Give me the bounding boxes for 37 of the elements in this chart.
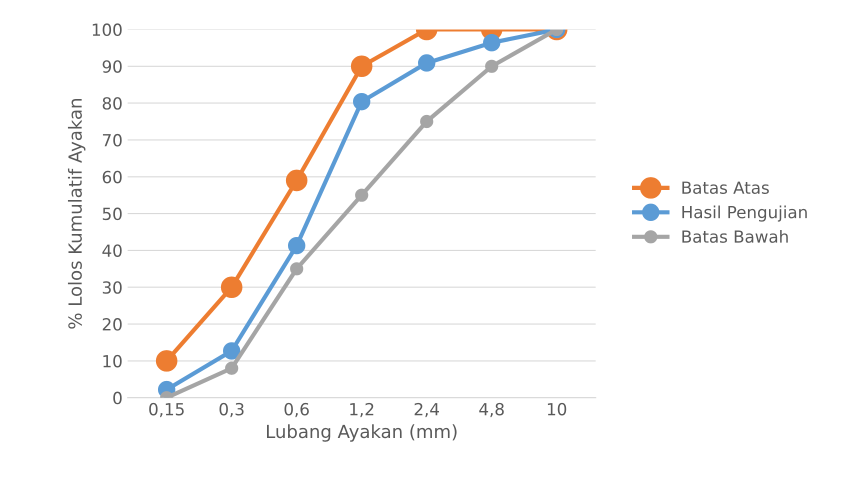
point [355,188,368,202]
y-tick-label: 90 [102,60,122,73]
x-tick-label: 2,4 [414,402,439,418]
y-tick-label: 100 [92,23,122,36]
point [352,92,370,110]
point [220,276,242,298]
legend-label: Hasil Pengujian [682,206,807,222]
x-tick-label: 4,8 [479,402,504,418]
x-tick-label: 0,6 [284,402,309,418]
x-tick-label: 0,15 [149,402,184,418]
y-tick-label: 80 [102,97,122,110]
legend-label: Batas Bawah [682,230,788,243]
point [418,54,436,72]
y-tick-label: 60 [102,170,122,184]
y-tick-label: 70 [102,134,122,147]
point [156,350,178,372]
y-axis-title: % Lolos Kumulatif Ayakan [68,99,86,329]
y-tick-label: 30 [102,281,122,294]
point [225,362,238,375]
point [288,236,306,254]
y-tick-label: 20 [102,318,122,331]
x-tick-label: 10 [548,402,566,416]
x-tick-label: 0,3 [220,402,244,418]
point [290,262,304,276]
legend-label: Batas Atas [682,182,769,194]
point [420,114,434,128]
point [350,56,372,78]
point [286,170,308,192]
point [483,34,500,52]
y-tick-label: 50 [102,208,122,220]
x-axis-title: Lubang Ayakan (mm) [267,424,457,442]
point [222,342,240,360]
y-tick-label: 40 [102,244,122,257]
y-tick-label: 10 [103,354,122,368]
x-tick-label: 1,2 [350,402,374,418]
point [485,60,498,73]
y-tick-label: 0 [113,392,122,404]
